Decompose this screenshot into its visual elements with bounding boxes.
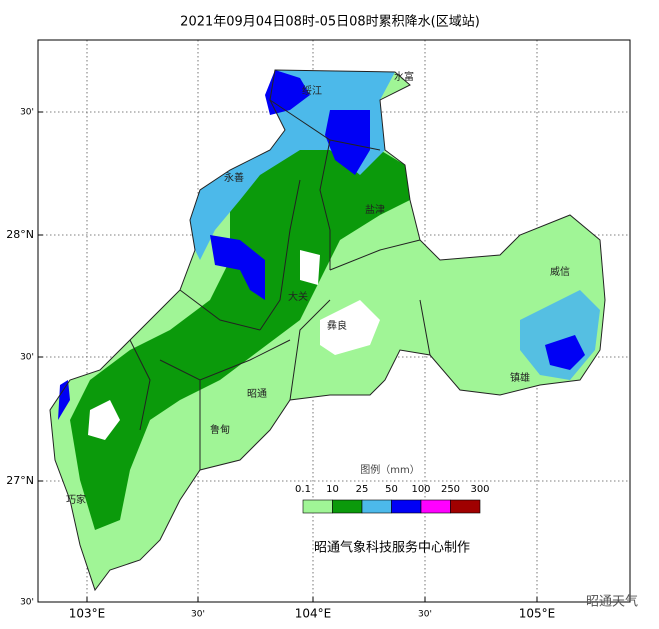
y-tick-label: 27°N xyxy=(6,474,34,487)
dry-area xyxy=(88,250,380,440)
legend: 图例（mm） 0.1 10 25 50 100 250 300 xyxy=(295,463,490,514)
map-frame xyxy=(37,39,631,603)
legend-label: 0.1 xyxy=(295,484,311,495)
place-label: 威信 xyxy=(550,265,570,278)
x-tick-label: 103°E xyxy=(69,607,106,621)
place-label: 永善 xyxy=(224,171,244,184)
x-tick-label: 30' xyxy=(191,610,205,620)
legend-label: 100 xyxy=(411,484,430,495)
legend-swatch xyxy=(361,499,392,514)
y-tick-label: 30' xyxy=(20,108,34,118)
place-label: 水富 xyxy=(394,70,414,83)
place-label: 大关 xyxy=(288,290,308,303)
legend-swatch xyxy=(302,499,333,514)
precip-100-east xyxy=(545,335,585,370)
watermark: 昭通天气 xyxy=(586,594,638,610)
credit: 昭通气象科技服务中心制作 xyxy=(314,540,470,556)
precip-field xyxy=(49,69,606,592)
place-label: 绥江 xyxy=(302,85,322,97)
y-tick-label: 30' xyxy=(20,353,34,363)
x-tick-label: 105°E xyxy=(519,607,556,621)
legend-swatch xyxy=(391,499,422,514)
region-border xyxy=(49,69,606,592)
legend-label: 10 xyxy=(326,484,339,495)
place-label: 镇雄 xyxy=(510,371,530,384)
map-title: 2021年09月04日08时-05日08时累积降水(区域站) xyxy=(180,15,480,30)
legend-swatch xyxy=(332,499,363,514)
county-borders xyxy=(129,99,431,470)
place-label: 彝良 xyxy=(327,319,347,332)
y-tick-label: 28°N xyxy=(6,228,34,241)
place-label: 昭通 xyxy=(247,388,267,400)
legend-label: 50 xyxy=(385,484,398,495)
y-tick-label: 30' xyxy=(20,598,34,608)
place-label: 鲁甸 xyxy=(210,423,230,436)
legend-label: 250 xyxy=(441,484,460,495)
legend-label: 300 xyxy=(470,484,489,495)
legend-label: 25 xyxy=(356,484,369,495)
place-labels: 水富 绥江 永善 盐津 大关 彝良 威信 镇雄 昭通 鲁甸 巧家 xyxy=(66,70,570,506)
x-tick-label: 104°E xyxy=(295,607,332,621)
precip-25 xyxy=(70,140,410,530)
legend-swatch xyxy=(420,499,451,514)
x-tick-label: 30' xyxy=(418,610,432,620)
place-label: 巧家 xyxy=(66,493,86,506)
place-label: 盐津 xyxy=(365,203,385,216)
legend-swatch xyxy=(450,499,481,514)
legend-title: 图例（mm） xyxy=(360,463,419,476)
